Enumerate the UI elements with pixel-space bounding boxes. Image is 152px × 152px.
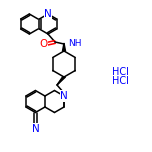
Polygon shape [57, 77, 66, 85]
Text: NH: NH [68, 40, 81, 48]
Text: N: N [60, 91, 68, 101]
Text: HCl: HCl [112, 67, 129, 77]
Text: N: N [44, 9, 52, 19]
Text: HCl: HCl [112, 76, 129, 86]
Text: N: N [32, 123, 39, 133]
Text: O: O [39, 39, 47, 49]
Polygon shape [62, 43, 66, 51]
